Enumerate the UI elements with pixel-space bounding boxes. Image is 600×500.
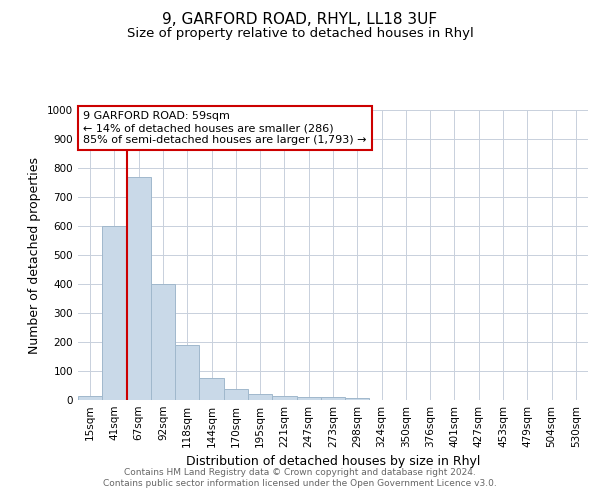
Y-axis label: Number of detached properties: Number of detached properties xyxy=(28,156,41,354)
Bar xyxy=(321,397,345,400)
Bar xyxy=(272,396,296,400)
Bar xyxy=(127,176,151,400)
Bar xyxy=(248,394,272,400)
Text: 9 GARFORD ROAD: 59sqm
← 14% of detached houses are smaller (286)
85% of semi-det: 9 GARFORD ROAD: 59sqm ← 14% of detached … xyxy=(83,112,367,144)
Bar xyxy=(151,284,175,400)
X-axis label: Distribution of detached houses by size in Rhyl: Distribution of detached houses by size … xyxy=(186,456,480,468)
Text: Contains HM Land Registry data © Crown copyright and database right 2024.
Contai: Contains HM Land Registry data © Crown c… xyxy=(103,468,497,487)
Bar xyxy=(199,378,224,400)
Bar xyxy=(102,226,127,400)
Bar xyxy=(224,389,248,400)
Bar xyxy=(175,345,199,400)
Text: 9, GARFORD ROAD, RHYL, LL18 3UF: 9, GARFORD ROAD, RHYL, LL18 3UF xyxy=(163,12,437,28)
Bar xyxy=(345,398,370,400)
Text: Size of property relative to detached houses in Rhyl: Size of property relative to detached ho… xyxy=(127,28,473,40)
Bar xyxy=(78,396,102,400)
Bar xyxy=(296,396,321,400)
